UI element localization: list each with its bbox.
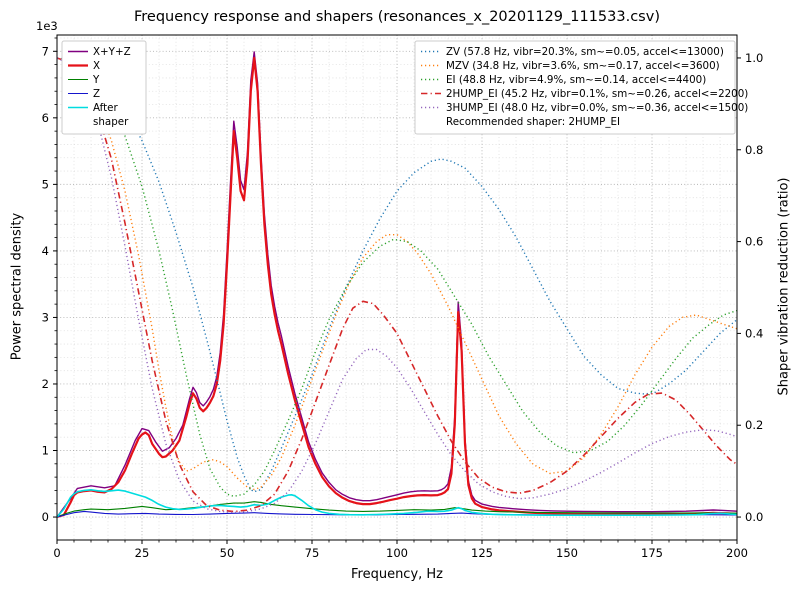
y-right-tick-label: 0.6 xyxy=(745,235,763,249)
y-left-tick-label: 6 xyxy=(42,111,49,125)
y-right-tick-label: 0.0 xyxy=(745,510,763,524)
y-left-tick-label: 5 xyxy=(42,177,49,191)
x-tick-label: 175 xyxy=(641,546,663,560)
series-x-y-z-line xyxy=(57,51,737,518)
shaper-legend-box xyxy=(414,40,736,135)
y-left-tick-label: 4 xyxy=(42,244,49,258)
y-right-tick-label: 0.4 xyxy=(745,326,763,340)
series-layer xyxy=(57,51,737,519)
y-left-tick-label: 1 xyxy=(42,444,49,458)
psd-legend-label: X xyxy=(93,60,100,72)
x-tick-label: 25 xyxy=(135,546,150,560)
y-left-tick-label: 3 xyxy=(42,310,49,324)
series-2hump_ei-line xyxy=(57,57,737,513)
series-zv-line xyxy=(57,57,737,493)
y-left-tick-label: 0 xyxy=(42,510,49,524)
x-tick-label: 150 xyxy=(556,546,578,560)
x-tick-label: 200 xyxy=(726,546,748,560)
x-tick-label: 50 xyxy=(220,546,235,560)
psd-legend-label: After xyxy=(93,102,118,114)
series-y-line xyxy=(57,501,737,518)
shaper-legend-label: EI (48.8 Hz, vibr=4.9%, sm~=0.14, accel<… xyxy=(446,74,706,86)
shaper-legend-label: MZV (34.8 Hz, vibr=3.6%, sm~=0.17, accel… xyxy=(446,60,720,72)
shaper-legend-label: ZV (57.8 Hz, vibr=20.3%, sm~=0.05, accel… xyxy=(446,46,724,58)
y-right-tick-label: 0.8 xyxy=(745,143,763,157)
x-tick-label: 0 xyxy=(53,546,60,560)
y-left-tick-label: 2 xyxy=(42,377,49,391)
psd-legend-label: shaper xyxy=(93,116,129,128)
series-after-shaper-line xyxy=(57,489,737,518)
psd-legend-box xyxy=(61,40,147,135)
x-tick-label: 125 xyxy=(471,546,493,560)
y-right-tick-label: 1.0 xyxy=(745,51,763,65)
y-left-tick-label: 7 xyxy=(42,44,49,58)
psd-legend-label: Z xyxy=(93,88,100,100)
shaper-legend-recommended-label: Recommended shaper: 2HUMP_EI xyxy=(446,116,620,128)
x-tick-label: 100 xyxy=(386,546,408,560)
series-mzv-line xyxy=(57,57,737,491)
x-tick-label: 75 xyxy=(305,546,320,560)
psd-legend-label: X+Y+Z xyxy=(93,46,131,58)
psd-legend-label: Y xyxy=(92,74,100,86)
y-right-tick-label: 0.2 xyxy=(745,418,763,432)
series-x-line xyxy=(57,56,737,519)
shaper-legend-label: 3HUMP_EI (48.0 Hz, vibr=0.0%, sm~=0.36, … xyxy=(446,102,748,114)
shaper-legend-label: 2HUMP_EI (45.2 Hz, vibr=0.1%, sm~=0.26, … xyxy=(446,88,748,100)
